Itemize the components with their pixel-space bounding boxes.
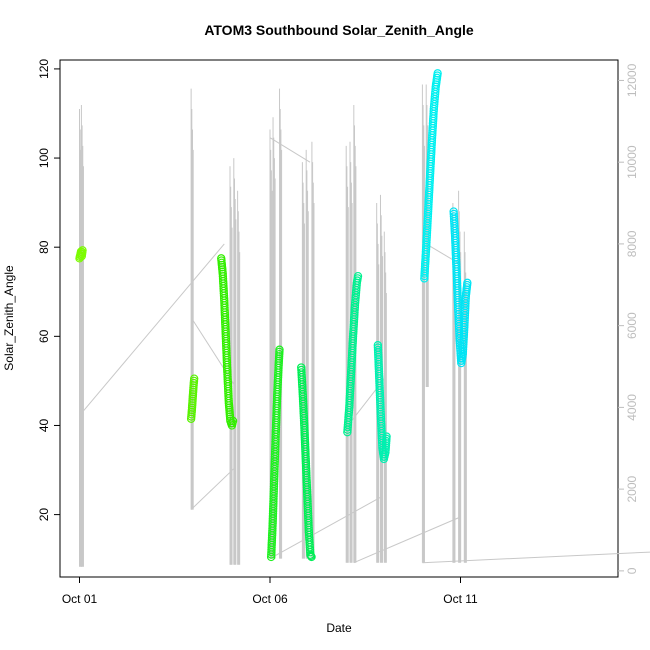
y-tick-label: 60 bbox=[37, 329, 51, 343]
data-point bbox=[78, 246, 87, 255]
data-point bbox=[189, 374, 199, 383]
data-point bbox=[382, 432, 391, 441]
gray-trace-connector bbox=[79, 243, 225, 416]
gray-trace-connector bbox=[353, 517, 459, 564]
plot-area-border bbox=[59, 59, 619, 578]
x-tick-label: Oct 01 bbox=[62, 592, 98, 606]
y2-tick-label: 12000 bbox=[625, 63, 639, 97]
x-tick-label: Oct 06 bbox=[252, 592, 288, 606]
data-point bbox=[353, 271, 363, 281]
data-point bbox=[275, 345, 284, 354]
y2-tick-label: 4000 bbox=[625, 394, 639, 421]
y2-tick-label: 10000 bbox=[625, 145, 639, 179]
x-axis-label: Date bbox=[326, 621, 352, 635]
y-axis-label: Solar_Zenith_Angle bbox=[2, 265, 16, 371]
gray-trace-connector bbox=[190, 468, 235, 510]
data-point bbox=[306, 548, 315, 557]
gray-trace-connector bbox=[269, 496, 381, 560]
data-point bbox=[433, 69, 442, 78]
gray-trace-lines bbox=[79, 84, 650, 567]
y2-tick-label: 0 bbox=[625, 567, 639, 574]
gray-trace-connector bbox=[422, 551, 650, 564]
data-point bbox=[307, 552, 316, 562]
y-tick-label: 80 bbox=[37, 240, 51, 254]
x-tick-label: Oct 11 bbox=[443, 592, 478, 606]
gray-trace-connector bbox=[269, 137, 311, 163]
y-tick-label: 40 bbox=[37, 418, 51, 432]
axes: 20 40 60 80 100 120 0 2000 4000 6000 8000 10000 1200… bbox=[37, 59, 639, 606]
y-tick-label: 120 bbox=[37, 59, 51, 79]
y-tick-label: 100 bbox=[37, 148, 51, 168]
y2-tick-label: 2000 bbox=[625, 475, 639, 502]
y2-tick-label: 8000 bbox=[625, 230, 639, 257]
chart-title: ATOM3 Southbound Solar_Zenith_Angle bbox=[204, 22, 474, 38]
data-point bbox=[463, 278, 472, 288]
y-tick-label: 20 bbox=[37, 508, 51, 522]
y2-tick-label: 6000 bbox=[625, 312, 639, 339]
data-points bbox=[75, 69, 472, 562]
data-point bbox=[228, 416, 238, 426]
